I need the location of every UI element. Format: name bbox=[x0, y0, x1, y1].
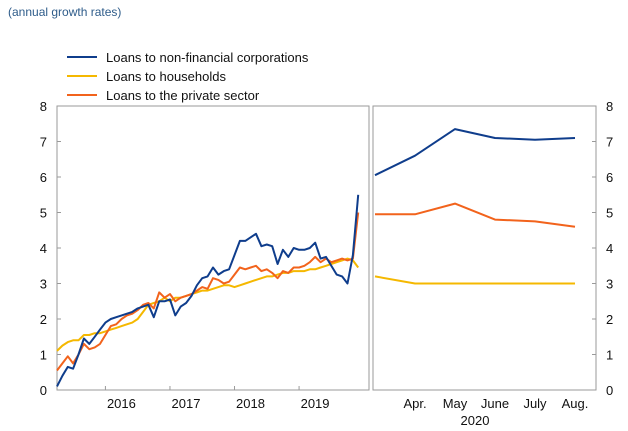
series-line-nfc-monthly bbox=[56, 194, 360, 387]
y-tick-label-right: 2 bbox=[606, 312, 613, 327]
plot-frame-monthly bbox=[56, 105, 370, 391]
y-tick-label-left: 8 bbox=[40, 99, 47, 114]
x-tick-label-month: July bbox=[523, 396, 547, 411]
series-line-private-2020 bbox=[375, 202, 576, 228]
x-tick-label: 2018 bbox=[236, 396, 265, 411]
y-tick-label-left: 0 bbox=[40, 383, 47, 398]
x-tick-label: 2019 bbox=[301, 396, 330, 411]
series-line-households-monthly bbox=[56, 257, 360, 352]
y-tick-label-right: 1 bbox=[606, 348, 613, 363]
series-line-households-2020 bbox=[374, 275, 575, 285]
y-tick-label-right: 3 bbox=[606, 277, 613, 292]
y-tick-label-right: 7 bbox=[606, 135, 613, 150]
x-tick-label-month: May bbox=[443, 396, 468, 411]
x-tick-label-month: Apr. bbox=[403, 396, 426, 411]
series-line-private-monthly bbox=[56, 212, 360, 372]
panel-2020: 0 1 2 3 4 5 6 7 8 Apr. May June July Aug. 2020 bbox=[372, 99, 613, 428]
y-tick-label-left: 4 bbox=[40, 241, 47, 256]
legend-label-private: Loans to the private sector bbox=[106, 88, 260, 103]
y-tick-label-left: 5 bbox=[40, 206, 47, 221]
y-tick-label-left: 1 bbox=[40, 348, 47, 363]
legend-label-nfc: Loans to non-financial corporations bbox=[106, 50, 309, 65]
series-line-nfc-2020 bbox=[374, 128, 576, 177]
x-tick-label: 2016 bbox=[107, 396, 136, 411]
x-tick-label-month: Aug. bbox=[562, 396, 589, 411]
x-tick-label: 2017 bbox=[172, 396, 201, 411]
y-tick-label-right: 0 bbox=[606, 383, 613, 398]
y-tick-label-right: 4 bbox=[606, 241, 613, 256]
x-group-label: 2020 bbox=[461, 413, 490, 428]
legend-label-households: Loans to households bbox=[106, 69, 226, 84]
y-tick-label-left: 2 bbox=[40, 312, 47, 327]
chart-legend: Loans to non-financial corporations Loans… bbox=[67, 50, 309, 103]
panel-monthly: 0 1 2 3 4 5 6 7 8 2016 2017 2018 2019 bbox=[40, 99, 370, 411]
y-tick-label-right: 8 bbox=[606, 99, 613, 114]
y-tick-label-right: 6 bbox=[606, 170, 613, 185]
y-tick-label-right: 5 bbox=[606, 206, 613, 221]
plot-frame-2020 bbox=[372, 105, 597, 391]
y-tick-label-left: 6 bbox=[40, 170, 47, 185]
chart-subtitle: (annual growth rates) bbox=[8, 5, 122, 19]
x-tick-label-month: June bbox=[481, 396, 509, 411]
y-tick-label-left: 7 bbox=[40, 135, 47, 150]
y-tick-label-left: 3 bbox=[40, 277, 47, 292]
